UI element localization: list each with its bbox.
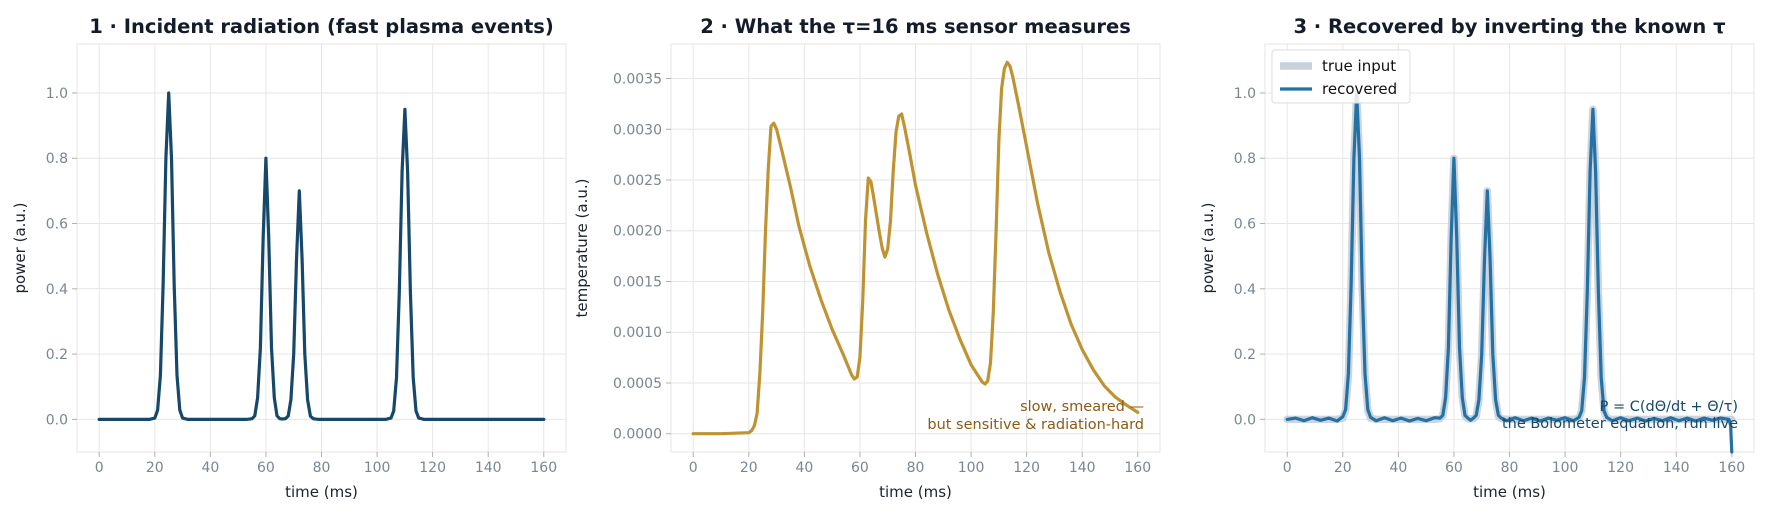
x-tick-label: 0: [95, 460, 104, 476]
x-tick-label: 140: [475, 460, 502, 476]
y-axis-label: temperature (a.u.): [573, 179, 591, 318]
x-tick-label: 40: [201, 460, 219, 476]
x-tick-label: 40: [1389, 460, 1407, 476]
y-tick-label: 0.8: [46, 151, 68, 167]
y-tick-label: 0.0015: [613, 274, 662, 290]
annotation-caption: the Bolometer equation, run live: [1502, 416, 1738, 432]
y-tick-label: 0.4: [46, 282, 68, 298]
x-tick-label: 160: [1124, 460, 1151, 476]
x-tick-label: 80: [313, 460, 331, 476]
x-tick-label: 120: [419, 460, 446, 476]
panel-title: 2 · What the τ=16 ms sensor measures: [700, 15, 1131, 38]
x-axis-label: time (ms): [879, 483, 952, 501]
x-tick-label: 120: [1013, 460, 1040, 476]
panel-2: 0 20 40 60 80 100 120 140 160 0.0000 0.0005 0.0010 0…: [573, 15, 1161, 501]
y-tick-label: 0.2: [1234, 347, 1256, 363]
y-tick-label: 0.0005: [613, 376, 662, 392]
annotation-equation: P = C(dΘ/dt + Θ/τ): [1600, 399, 1738, 415]
panel-title: 3 · Recovered by inverting the known τ: [1293, 15, 1725, 38]
gridlines: [671, 44, 1160, 452]
y-tick-label: 0.6: [46, 217, 68, 233]
x-axis-label: time (ms): [1473, 483, 1546, 501]
y-tick-label: 1.0: [1234, 86, 1256, 102]
legend-label: true input: [1322, 57, 1396, 75]
annotation-line-1: slow, smeared —: [1020, 399, 1144, 415]
y-tick-label: 0.4: [1234, 282, 1256, 298]
y-tick-label: 0.0: [1234, 412, 1256, 428]
gridlines: [1265, 44, 1754, 452]
x-tick-label: 60: [257, 460, 275, 476]
legend: true input recovered: [1271, 49, 1411, 104]
x-tick-label: 0: [1283, 460, 1292, 476]
x-tick-label: 20: [1334, 460, 1352, 476]
y-tick-label: 0.6: [1234, 217, 1256, 233]
x-tick-label: 100: [958, 460, 985, 476]
x-tick-label: 20: [740, 460, 758, 476]
y-axis-label: power (a.u.): [11, 202, 29, 293]
y-tick-label: 0.0000: [613, 427, 662, 443]
x-tick-label: 60: [1445, 460, 1463, 476]
x-tick-label: 40: [795, 460, 813, 476]
x-tick-label: 140: [1663, 460, 1690, 476]
y-tick-label: 0.0: [46, 412, 68, 428]
y-axis-label: power (a.u.): [1199, 202, 1217, 293]
x-axis-label: time (ms): [285, 483, 358, 501]
annotation-line-2: but sensitive & radiation-hard: [927, 417, 1144, 433]
y-tick-label: 0.8: [1234, 151, 1256, 167]
x-tick-label: 100: [364, 460, 391, 476]
x-tick-label: 160: [1718, 460, 1745, 476]
y-tick-label: 0.0020: [613, 224, 662, 240]
x-tick-label: 60: [851, 460, 869, 476]
panel-1: 0 20 40 60 80 100 120 140 160 0.0 0.2 0.4 0.6 0.8 1.0 1…: [11, 15, 567, 501]
y-tick-label: 0.0030: [613, 122, 662, 138]
y-tick-label: 1.0: [46, 86, 68, 102]
gridlines: [77, 44, 566, 452]
legend-label: recovered: [1322, 80, 1397, 98]
x-tick-label: 80: [1501, 460, 1519, 476]
y-tick-label: 0.0035: [613, 72, 662, 88]
y-tick-label: 0.0010: [613, 325, 662, 341]
panel-title: 1 · Incident radiation (fast plasma even…: [89, 15, 554, 38]
x-tick-label: 100: [1552, 460, 1579, 476]
series-line-1: [97, 91, 546, 421]
series-line-1: [691, 60, 1140, 436]
x-tick-label: 140: [1069, 460, 1096, 476]
y-tick-label: 0.2: [46, 347, 68, 363]
x-tick-label: 120: [1607, 460, 1634, 476]
x-tick-label: 80: [907, 460, 925, 476]
y-tick-label: 0.0025: [613, 173, 662, 189]
x-tick-label: 0: [689, 460, 698, 476]
x-tick-label: 160: [530, 460, 557, 476]
x-tick-label: 20: [146, 460, 164, 476]
series-line-recovered: [1285, 91, 1734, 454]
panel-3: 0 20 40 60 80 100 120 140 160 0.0 0.2 0.4 0.6 0.8 1.0 3…: [1199, 15, 1755, 501]
